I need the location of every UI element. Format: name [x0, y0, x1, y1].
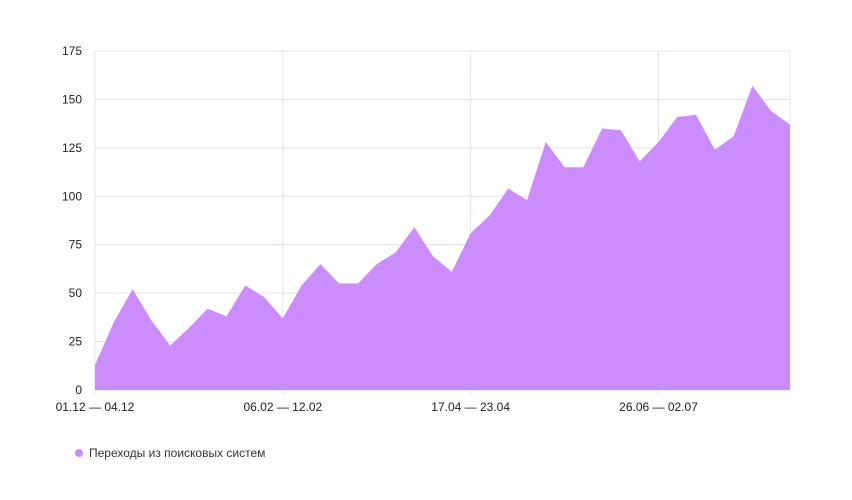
data-point	[750, 84, 754, 88]
legend-label: Переходы из поисковых систем	[89, 446, 266, 460]
y-tick-label: 100	[62, 189, 82, 203]
data-point	[675, 115, 679, 119]
y-tick-label: 75	[69, 238, 83, 252]
data-point	[224, 314, 228, 318]
y-tick-label: 175	[62, 44, 82, 58]
data-point	[356, 281, 360, 285]
y-tick-label: 25	[69, 335, 83, 349]
data-point	[206, 307, 210, 311]
data-point	[131, 287, 135, 291]
legend[interactable]: Переходы из поисковых систем	[75, 446, 265, 460]
data-point	[600, 126, 604, 130]
area-series	[95, 85, 790, 391]
x-tick-label: 06.02 — 12.02	[243, 400, 322, 414]
data-point	[450, 270, 454, 274]
data-point	[694, 113, 698, 117]
x-tick-label: 17.04 — 23.04	[431, 400, 510, 414]
data-point	[412, 225, 416, 229]
data-point	[300, 283, 304, 287]
data-point	[525, 198, 529, 202]
data-point	[243, 283, 247, 287]
data-point	[544, 140, 548, 144]
data-point	[469, 231, 473, 235]
data-point	[563, 165, 567, 169]
y-tick-label: 125	[62, 141, 82, 155]
data-point	[657, 140, 661, 144]
data-point	[788, 123, 792, 127]
data-point	[93, 363, 97, 367]
data-point	[769, 109, 773, 113]
data-point	[431, 254, 435, 258]
y-tick-label: 0	[75, 383, 82, 397]
data-point	[318, 262, 322, 266]
data-point	[581, 165, 585, 169]
data-point	[638, 159, 642, 163]
data-point	[713, 148, 717, 152]
data-point	[149, 318, 153, 322]
x-tick-label: 26.06 — 02.07	[619, 400, 698, 414]
legend-marker	[75, 449, 83, 457]
y-tick-label: 150	[62, 92, 82, 106]
data-point	[281, 316, 285, 320]
data-point	[732, 134, 736, 138]
data-point	[394, 250, 398, 254]
data-point	[187, 326, 191, 330]
data-point	[619, 128, 623, 132]
data-point	[375, 262, 379, 266]
data-point	[168, 343, 172, 347]
x-tick-label: 01.12 — 04.12	[56, 400, 135, 414]
data-point	[506, 187, 510, 191]
data-point	[487, 214, 491, 218]
data-point	[262, 295, 266, 299]
data-point	[337, 281, 341, 285]
data-point	[112, 320, 116, 324]
y-tick-label: 50	[69, 286, 83, 300]
